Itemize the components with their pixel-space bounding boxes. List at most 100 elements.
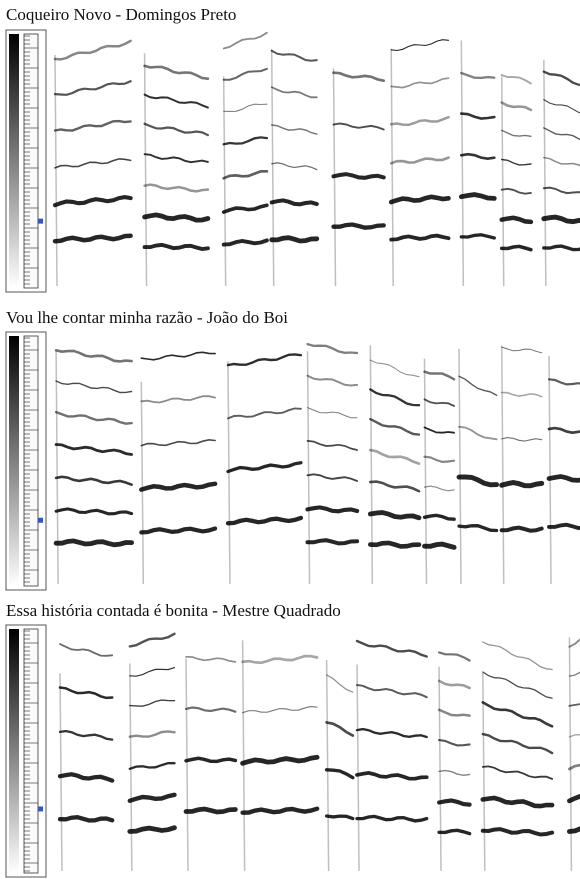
harmonic-trace bbox=[502, 218, 531, 222]
panel-title: Coqueiro Novo - Domingos Preto bbox=[6, 5, 236, 24]
harmonic-trace bbox=[439, 681, 470, 688]
harmonic-trace bbox=[60, 731, 112, 740]
harmonic-trace bbox=[224, 69, 267, 80]
onset bbox=[130, 663, 132, 871]
harmonic-trace bbox=[357, 773, 427, 779]
harmonic-trace bbox=[461, 154, 494, 159]
onset bbox=[391, 49, 393, 286]
harmonic-trace bbox=[56, 381, 132, 393]
harmonic-trace bbox=[228, 354, 301, 365]
harmonic-trace bbox=[461, 73, 494, 78]
harmonic-trace bbox=[544, 128, 580, 150]
harmonic-trace bbox=[357, 685, 427, 697]
harmonic-trace bbox=[549, 477, 580, 483]
harmonic-trace bbox=[130, 668, 175, 677]
harmonic-trace bbox=[502, 347, 542, 353]
onset bbox=[224, 76, 226, 286]
harmonic-trace bbox=[425, 399, 455, 406]
harmonic-trace bbox=[186, 758, 235, 761]
harmonic-trace bbox=[272, 163, 317, 170]
harmonic-trace bbox=[130, 731, 175, 736]
onset bbox=[461, 40, 463, 286]
harmonic-trace bbox=[145, 154, 208, 162]
harmonic-trace bbox=[327, 722, 353, 735]
harmonic-trace bbox=[439, 801, 470, 805]
harmonic-trace bbox=[549, 525, 580, 529]
harmonic-trace bbox=[327, 770, 353, 778]
harmonic-trace bbox=[141, 440, 215, 446]
onset bbox=[228, 361, 230, 584]
harmonic-trace bbox=[569, 694, 580, 706]
harmonic-trace bbox=[483, 766, 552, 779]
harmonic-trace bbox=[141, 352, 215, 360]
harmonic-trace bbox=[544, 158, 580, 177]
onset bbox=[308, 351, 310, 584]
harmonic-trace bbox=[370, 543, 419, 547]
harmonic-trace bbox=[425, 372, 455, 380]
harmonic-trace bbox=[60, 644, 112, 656]
harmonic-trace bbox=[425, 515, 455, 519]
scale-marker bbox=[38, 806, 43, 811]
harmonic-trace bbox=[544, 188, 580, 202]
harmonic-trace bbox=[130, 763, 175, 769]
harmonic-trace bbox=[308, 441, 358, 450]
harmonic-trace bbox=[272, 200, 317, 204]
harmonic-trace bbox=[327, 675, 353, 692]
harmonic-trace bbox=[334, 124, 384, 130]
onset bbox=[357, 664, 359, 871]
harmonic-trace bbox=[228, 463, 301, 472]
harmonic-trace bbox=[461, 195, 494, 199]
harmonic-trace bbox=[145, 95, 208, 108]
onset bbox=[502, 346, 504, 584]
onset bbox=[60, 673, 62, 871]
harmonic-trace bbox=[502, 393, 542, 397]
harmonic-trace bbox=[549, 379, 580, 392]
onset bbox=[459, 349, 461, 584]
harmonic-trace bbox=[459, 526, 497, 531]
onset bbox=[549, 356, 551, 584]
harmonic-trace bbox=[483, 734, 552, 753]
spectrogram-panel bbox=[6, 625, 580, 877]
harmonic-trace bbox=[55, 41, 131, 60]
harmonic-trace bbox=[308, 376, 358, 386]
harmonic-trace bbox=[370, 513, 419, 518]
harmonic-trace bbox=[272, 87, 317, 97]
harmonic-trace bbox=[502, 160, 531, 165]
harmonic-trace bbox=[439, 771, 470, 776]
harmonic-trace bbox=[56, 509, 132, 514]
harmonic-trace bbox=[544, 217, 580, 225]
harmonic-trace bbox=[55, 121, 131, 130]
harmonic-trace bbox=[502, 103, 531, 110]
harmonic-trace bbox=[130, 700, 175, 706]
harmonic-trace bbox=[502, 246, 531, 249]
harmonic-trace bbox=[141, 529, 215, 533]
onset bbox=[544, 60, 546, 286]
harmonic-trace bbox=[145, 66, 208, 79]
harmonic-trace bbox=[370, 389, 419, 405]
harmonic-trace bbox=[502, 528, 542, 531]
panel-title: Essa história contada é bonita - Mestre … bbox=[6, 601, 341, 620]
harmonic-trace bbox=[439, 830, 470, 833]
harmonic-trace bbox=[55, 81, 131, 95]
harmonic-trace bbox=[145, 124, 208, 135]
panel-title: Vou lhe contar minha razão - João do Boi bbox=[6, 308, 288, 327]
harmonic-trace bbox=[391, 117, 448, 125]
harmonic-trace bbox=[459, 477, 497, 485]
harmonic-trace bbox=[502, 130, 531, 136]
scale-marker bbox=[38, 219, 43, 224]
harmonic-trace bbox=[459, 376, 497, 395]
harmonic-trace bbox=[425, 427, 455, 432]
harmonic-trace bbox=[439, 652, 470, 660]
harmonic-trace bbox=[483, 829, 552, 834]
harmonic-trace bbox=[391, 197, 448, 202]
harmonic-trace bbox=[228, 518, 301, 523]
harmonic-trace bbox=[370, 482, 419, 492]
scale-gradient bbox=[9, 34, 19, 288]
harmonic-trace bbox=[308, 344, 358, 353]
harmonic-trace bbox=[483, 672, 552, 698]
harmonic-trace bbox=[272, 238, 317, 241]
onset bbox=[55, 55, 57, 286]
harmonic-trace bbox=[502, 438, 542, 442]
scale-ruler bbox=[24, 336, 38, 586]
harmonic-trace bbox=[55, 236, 131, 241]
